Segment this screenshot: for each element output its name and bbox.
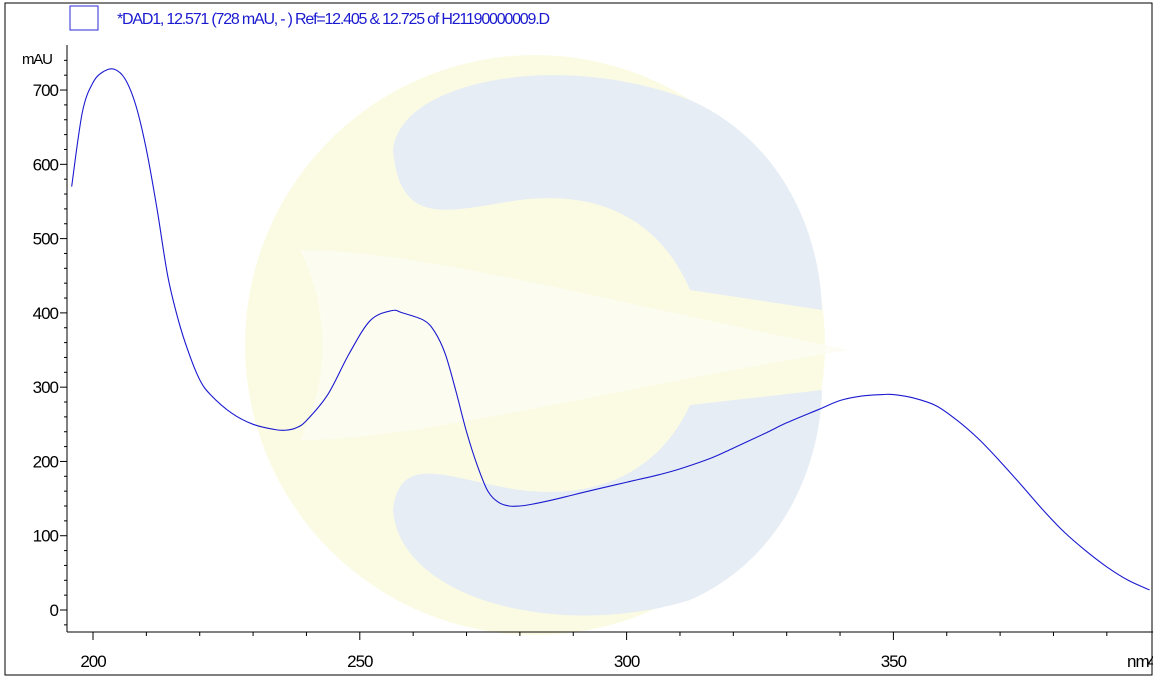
y-tick-label: 100	[33, 527, 59, 546]
x-tick-label: 300	[614, 652, 640, 671]
x-ticks: 200250300350400450500550	[80, 632, 1153, 671]
x-tick-label: 250	[347, 652, 373, 671]
y-tick-label: 500	[33, 230, 59, 249]
x-tick-label: 400	[1148, 652, 1153, 671]
watermark-logo	[245, 55, 850, 635]
x-tick-label: 350	[881, 652, 907, 671]
x-tick-label: 200	[80, 652, 106, 671]
y-ticks: 0 100 200 300 400 500 600 700	[33, 59, 67, 626]
y-tick-label: 0	[50, 601, 59, 620]
y-tick-label: 600	[33, 155, 59, 174]
watermark-blue-arc-upper	[393, 75, 822, 311]
legend-label: *DAD1, 12.571 (728 mAU, - ) Ref=12.405 &…	[117, 11, 549, 28]
legend-swatch	[69, 5, 99, 31]
y-tick-label: 300	[33, 378, 59, 397]
y-axis-unit-label: mAU	[22, 51, 52, 68]
legend: *DAD1, 12.571 (728 mAU, - ) Ref=12.405 &…	[69, 5, 551, 31]
x-axis-unit-label: nm	[1127, 652, 1149, 671]
y-tick-label: 400	[33, 304, 59, 323]
watermark-blue-arc-lower	[393, 390, 822, 616]
y-tick-label: 200	[33, 452, 59, 471]
series-line-dad1	[71, 68, 1150, 591]
outer-frame	[4, 2, 1153, 676]
y-tick-label: 700	[33, 81, 59, 100]
watermark-white-wedge	[300, 250, 850, 440]
axes: mAU nm 0 100 200 300 400 500 600 700 200 250 300 3…	[22, 45, 1153, 671]
